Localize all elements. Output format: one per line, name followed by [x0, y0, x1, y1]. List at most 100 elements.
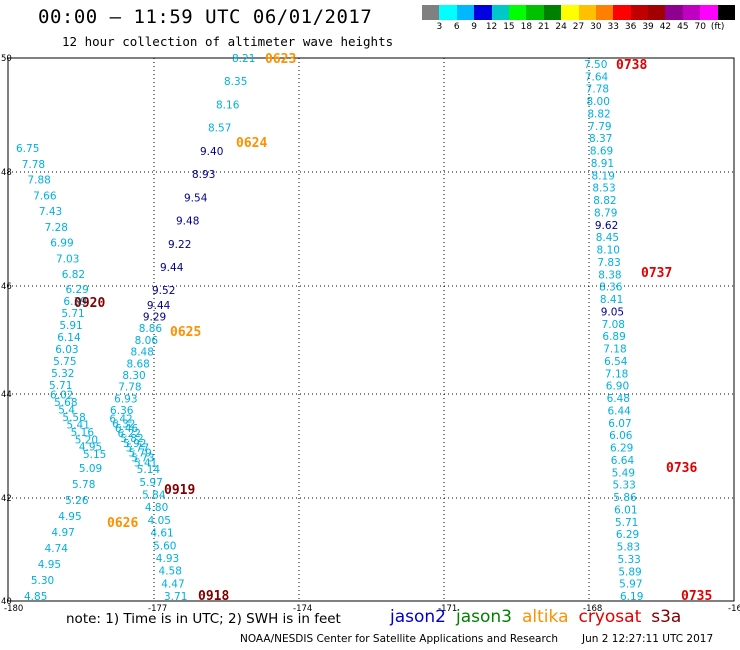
generated-timestamp: Jun 2 12:27:11 UTC 2017: [582, 633, 714, 645]
swh-value: 8.30: [122, 370, 145, 382]
swh-value: 5.33: [617, 554, 640, 566]
legend-altika: altika: [522, 607, 569, 627]
swh-value: 6.89: [602, 331, 625, 343]
swh-value: 7.83: [597, 257, 620, 269]
swh-value: 7.64: [585, 71, 609, 83]
swh-value: 9.40: [200, 146, 223, 158]
color-swatch: [665, 5, 683, 20]
swh-value: 5.83: [617, 542, 640, 554]
swh-value: 5.15: [83, 449, 106, 461]
swh-value: 6.02: [50, 390, 73, 402]
color-swatch: [474, 5, 492, 20]
swh-value: 8.10: [597, 245, 620, 257]
color-scale-label: 30: [590, 22, 602, 32]
swh-value: 8.16: [216, 99, 240, 111]
swh-value: 4.85: [24, 591, 47, 603]
color-scale-label: 12: [485, 22, 498, 32]
swh-value: 6.54: [604, 356, 628, 368]
swh-value: 8.79: [594, 207, 617, 219]
swh-value: 8.36: [599, 282, 623, 294]
swh-value: 5.32: [51, 368, 74, 380]
color-scale-label: 9: [471, 22, 478, 32]
color-swatch: [578, 5, 596, 20]
longitude-tick-label: -168: [583, 604, 602, 614]
color-swatch: [439, 5, 457, 20]
swh-value: 6.03: [55, 344, 78, 356]
color-swatch: [543, 5, 562, 20]
longitude-tick-label: -174: [293, 604, 312, 614]
swh-value: 7.78: [586, 84, 609, 96]
swh-value: 4.95: [38, 559, 61, 571]
swh-value: 5.86: [613, 492, 637, 504]
swh-value: 4.05: [148, 515, 171, 527]
color-swatch: [682, 5, 701, 20]
swh-value: 9.44: [160, 262, 184, 274]
swh-value: 5.58: [62, 412, 85, 424]
color-scale-label: 45: [677, 22, 689, 32]
swh-value: 3.71: [164, 591, 187, 603]
swh-value: 5.41: [67, 419, 90, 431]
color-swatch: [595, 5, 614, 20]
latitude-tick-label: 40: [1, 597, 12, 607]
color-scale-bar: [422, 5, 736, 20]
swh-value: 5.97: [619, 579, 642, 591]
time-label: 0918: [198, 589, 229, 604]
color-swatch: [561, 5, 579, 20]
swh-value: 9.22: [168, 239, 191, 251]
swh-value: 4.58: [159, 566, 182, 578]
swh-value: 9.62: [595, 220, 618, 232]
swh-value: 6.82: [62, 269, 85, 281]
time-label: 0626: [107, 516, 138, 531]
swh-value: 4.61: [150, 528, 173, 540]
swh-value: 5.20: [75, 434, 98, 446]
color-scale-label: 6: [453, 22, 460, 32]
swh-value: 5.75: [53, 356, 76, 368]
color-scale-label: 39: [642, 22, 654, 32]
swh-value: 8.48: [131, 347, 154, 359]
swh-value: 6.29: [616, 529, 639, 541]
swh-value: 7.43: [39, 206, 62, 218]
swh-value: 6.29: [610, 443, 633, 455]
swh-value: 5.78: [72, 479, 95, 491]
longitude-tick-label: -177: [148, 604, 167, 614]
swh-value: 4.93: [156, 553, 179, 565]
swh-value: 5.41: [134, 457, 157, 469]
swh-value: 5.68: [54, 397, 77, 409]
color-swatch: [717, 5, 736, 20]
color-scale-label: 27: [572, 22, 585, 32]
color-swatch: [456, 5, 475, 20]
color-swatch: [648, 5, 666, 20]
swh-value: 9.52: [152, 285, 175, 297]
swh-value: 6.39: [63, 296, 86, 308]
color-scale-label: 18: [520, 22, 533, 32]
tick-labels: -180 -177 -174 -171 -168 -16 50 48 46 44 42 40: [1, 54, 740, 614]
longitude-tick-label: -171: [438, 604, 457, 614]
swh-value: 5.30: [31, 575, 54, 587]
legend-jason2: jason2: [390, 607, 446, 627]
swh-value: 6.22: [118, 428, 141, 440]
color-scale-label: 36: [624, 22, 637, 32]
swh-value: 7.66: [33, 190, 57, 202]
swh-value: 6.90: [606, 381, 629, 393]
swh-value: 8.82: [593, 195, 616, 207]
map-subtitle: 12 hour collection of altimeter wave hei…: [62, 34, 394, 49]
swh-value: 8.38: [598, 269, 621, 281]
plot-frame: [7, 57, 735, 602]
swh-value: 5.79: [128, 448, 151, 460]
longitude-tick-label: -16: [728, 604, 740, 614]
time-label: 0623: [265, 52, 296, 67]
longitude-tick-label: -180: [4, 604, 23, 614]
swh-value: 9.44: [147, 300, 171, 312]
swh-value: 7.03: [56, 253, 79, 265]
swh-value: 8.86: [139, 323, 163, 335]
swh-value: 7.18: [603, 344, 626, 356]
swh-value: 5.60: [153, 540, 176, 552]
swh-value: 8.21: [232, 53, 255, 65]
swh-value: 6.32: [112, 418, 135, 430]
swh-value: 4.95: [58, 511, 81, 523]
swh-value: 6.44: [607, 405, 631, 417]
color-scale-label: 21: [537, 22, 550, 32]
color-swatch: [526, 5, 544, 20]
swh-value: 5.4: [58, 405, 75, 417]
